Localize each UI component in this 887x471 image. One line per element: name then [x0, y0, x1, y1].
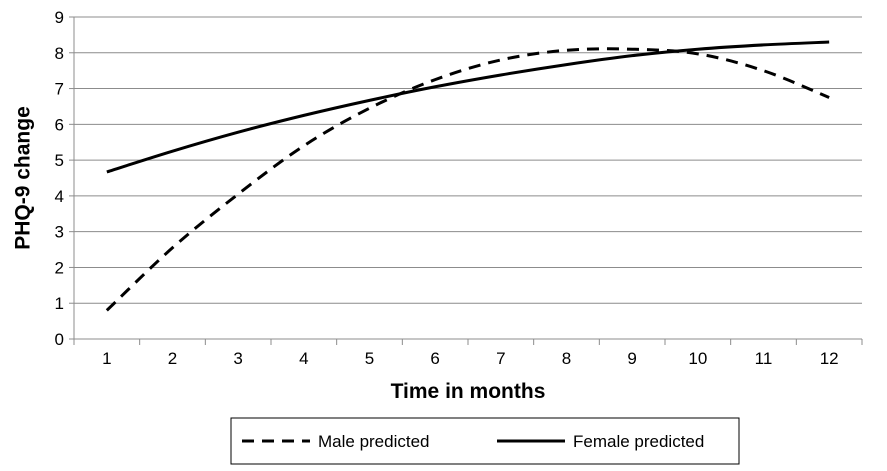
- series-lines: [105, 40, 830, 312]
- legend-label-male-predicted: Male predicted: [318, 432, 430, 451]
- y-tick-label: 5: [55, 151, 64, 170]
- x-tick-label: 8: [562, 349, 571, 368]
- y-tick-label: 3: [55, 223, 64, 242]
- x-tick-label: 10: [688, 349, 707, 368]
- x-tick-label: 6: [430, 349, 439, 368]
- y-tick-label: 8: [55, 44, 64, 63]
- x-tick-label: 7: [496, 349, 505, 368]
- x-tick-label: 3: [233, 349, 242, 368]
- y-tick-label: 2: [55, 258, 64, 277]
- x-tick-label: 4: [299, 349, 308, 368]
- series-line-female-predicted: [106, 40, 830, 174]
- legend: Male predicted Female predicted: [230, 417, 740, 465]
- y-tick-label: 0: [55, 330, 64, 349]
- x-tick-label: 11: [755, 349, 773, 368]
- legend-box: [230, 417, 740, 465]
- x-tick-label: 12: [820, 349, 839, 368]
- x-tick-label: 2: [168, 349, 177, 368]
- y-tick-label: 7: [55, 80, 64, 99]
- legend-label-female-predicted: Female predicted: [573, 432, 704, 451]
- x-axis-title: Time in months: [391, 380, 546, 403]
- y-tick-label: 9: [55, 8, 64, 27]
- y-tick-label: 1: [55, 294, 64, 313]
- series-line-male-predicted: [105, 47, 830, 312]
- x-tick-label: 9: [627, 349, 636, 368]
- x-tick-label: 1: [102, 349, 111, 368]
- y-tick-label: 6: [55, 115, 64, 134]
- x-tick-label: 5: [365, 349, 374, 368]
- y-axis-title: PHQ-9 change: [12, 106, 35, 250]
- y-tick-label: 4: [55, 187, 64, 206]
- gridlines: [74, 16, 862, 304]
